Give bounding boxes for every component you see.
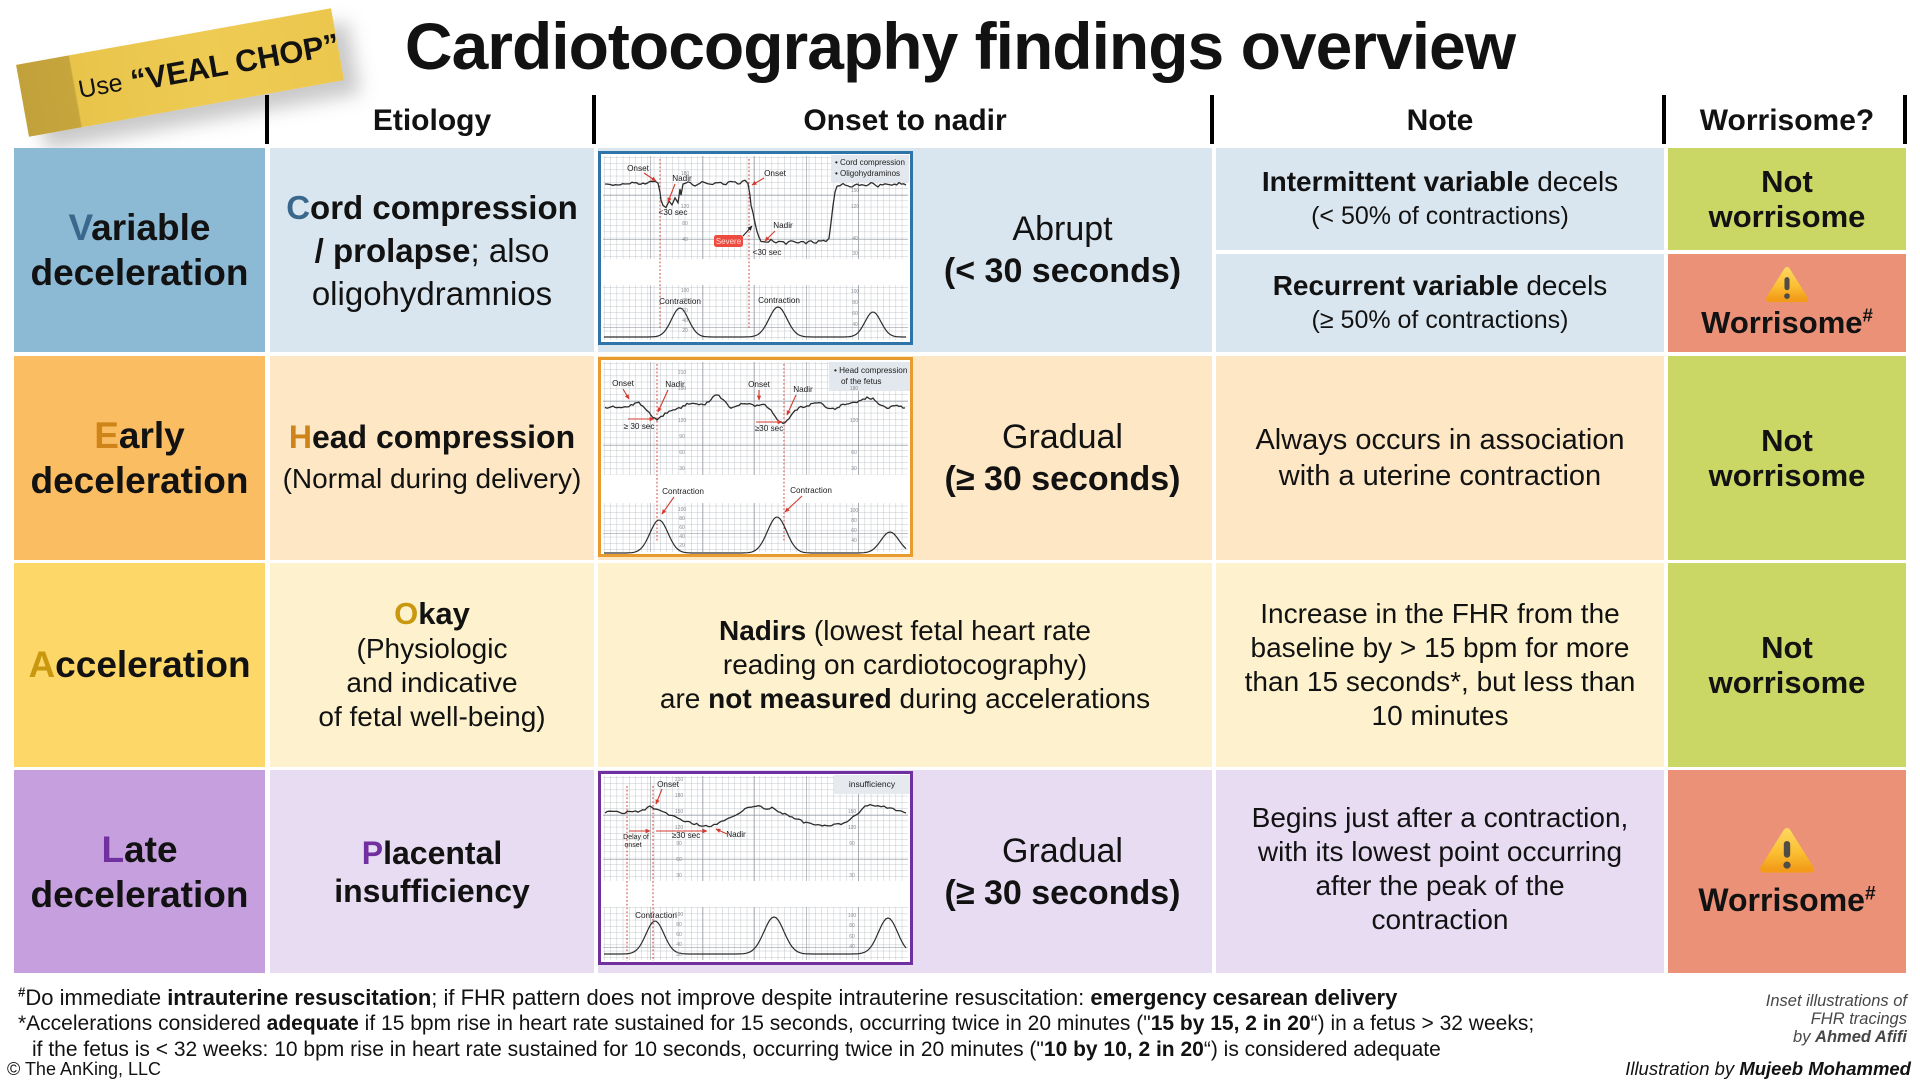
svg-text:Nadir: Nadir — [793, 385, 813, 394]
svg-text:<30 sec: <30 sec — [753, 248, 782, 257]
svg-text:Onset: Onset — [748, 380, 771, 389]
svg-text:60: 60 — [851, 528, 857, 534]
svg-text:onset: onset — [624, 842, 641, 849]
svg-text:40: 40 — [679, 534, 685, 540]
svg-text:Contraction: Contraction — [635, 911, 677, 920]
svg-text:20: 20 — [676, 952, 682, 958]
svg-text:80: 80 — [679, 516, 685, 522]
svg-text:80: 80 — [852, 300, 858, 306]
svg-text:150: 150 — [851, 188, 860, 194]
svg-text:Nadir: Nadir — [726, 830, 746, 839]
svg-text:120: 120 — [851, 204, 860, 210]
svg-text:100: 100 — [675, 912, 684, 918]
svg-text:30: 30 — [852, 251, 858, 257]
svg-text:Delay of: Delay of — [623, 834, 649, 841]
svg-text:40: 40 — [852, 236, 858, 242]
svg-text:40: 40 — [682, 237, 688, 243]
svg-text:150: 150 — [848, 809, 857, 815]
svg-text:120: 120 — [675, 825, 684, 831]
svg-text:100: 100 — [681, 288, 690, 294]
svg-text:30: 30 — [676, 873, 682, 879]
svg-text:40: 40 — [682, 318, 688, 324]
svg-text:120: 120 — [848, 825, 857, 831]
svg-text:80: 80 — [676, 922, 682, 928]
svg-text:Onset: Onset — [627, 164, 650, 173]
svg-text:150: 150 — [675, 809, 684, 815]
svg-text:180: 180 — [681, 171, 690, 177]
svg-text:≥ 30 sec: ≥ 30 sec — [624, 422, 655, 431]
svg-text:180: 180 — [678, 386, 687, 392]
svg-text:insufficiency: insufficiency — [849, 779, 896, 789]
svg-text:Onset: Onset — [612, 379, 635, 388]
svg-text:≥30 sec: ≥30 sec — [672, 831, 701, 840]
svg-text:80: 80 — [851, 518, 857, 524]
svg-text:60: 60 — [679, 525, 685, 531]
svg-text:120: 120 — [850, 418, 859, 424]
svg-text:180: 180 — [850, 386, 859, 392]
svg-text:Onset: Onset — [764, 169, 787, 178]
svg-text:80: 80 — [682, 221, 688, 227]
svg-text:Contraction: Contraction — [659, 297, 701, 306]
svg-text:180: 180 — [675, 793, 684, 799]
svg-text:120: 120 — [681, 204, 690, 210]
svg-text:60: 60 — [676, 857, 682, 863]
svg-text:40: 40 — [676, 942, 682, 948]
svg-text:of the fetus: of the fetus — [841, 377, 882, 386]
svg-text:120: 120 — [678, 418, 687, 424]
svg-text:20: 20 — [682, 328, 688, 334]
svg-text:Contraction: Contraction — [758, 296, 800, 305]
svg-text:60: 60 — [851, 450, 857, 456]
svg-text:Severe: Severe — [716, 237, 742, 246]
svg-text:Contraction: Contraction — [662, 487, 704, 496]
svg-text:100: 100 — [851, 289, 860, 295]
svg-text:Nadir: Nadir — [665, 380, 685, 389]
svg-text:30: 30 — [679, 466, 685, 472]
svg-text:80: 80 — [849, 923, 855, 929]
svg-text:60: 60 — [849, 934, 855, 940]
svg-text:60: 60 — [682, 308, 688, 314]
svg-text:30: 30 — [849, 873, 855, 879]
svg-text:<30 sec: <30 sec — [659, 208, 688, 217]
svg-text:210: 210 — [678, 370, 687, 376]
svg-text:80: 80 — [682, 298, 688, 304]
svg-text:Nadir: Nadir — [773, 221, 793, 230]
svg-text:60: 60 — [852, 311, 858, 317]
svg-text:40: 40 — [852, 322, 858, 328]
svg-text:60: 60 — [679, 450, 685, 456]
svg-text:• Oligohydraminos: • Oligohydraminos — [835, 169, 900, 178]
svg-text:30: 30 — [851, 466, 857, 472]
svg-text:40: 40 — [851, 538, 857, 544]
svg-text:Onset: Onset — [657, 780, 680, 789]
svg-text:• Cord compression: • Cord compression — [835, 158, 905, 167]
svg-text:100: 100 — [678, 507, 687, 513]
svg-text:90: 90 — [676, 841, 682, 847]
svg-text:20: 20 — [679, 543, 685, 549]
svg-text:90: 90 — [849, 841, 855, 847]
svg-text:90: 90 — [679, 434, 685, 440]
svg-text:≥30 sec: ≥30 sec — [755, 424, 784, 433]
svg-text:60: 60 — [676, 932, 682, 938]
svg-text:210: 210 — [675, 777, 684, 783]
svg-text:100: 100 — [850, 508, 859, 514]
svg-text:100: 100 — [848, 913, 857, 919]
svg-text:40: 40 — [849, 944, 855, 950]
svg-text:Nadir: Nadir — [672, 174, 692, 183]
svg-text:Contraction: Contraction — [790, 486, 832, 495]
svg-text:• Head compression: • Head compression — [834, 366, 908, 375]
